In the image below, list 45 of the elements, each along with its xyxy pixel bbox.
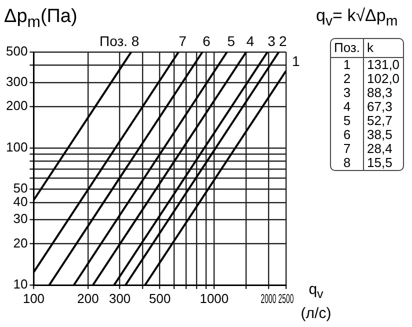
- text: 88,3: [366, 85, 394, 100]
- x-tick-label: 100: [22, 291, 45, 306]
- y-tick-label: 40: [13, 194, 28, 210]
- text: 102,0: [366, 71, 401, 86]
- series-label: 3: [268, 32, 276, 49]
- series-label: 7: [178, 32, 187, 49]
- series-label: 1: [292, 52, 300, 69]
- text: k: [364, 39, 403, 58]
- x-tick-label: 1000: [200, 291, 229, 306]
- text: 4: [331, 99, 364, 114]
- text: 7: [331, 141, 364, 156]
- series-label: Поз. 8: [100, 32, 140, 49]
- text: 15,5: [366, 155, 394, 170]
- text: 3: [331, 85, 364, 100]
- x-axis-title: q$_{v}$ (л/с): [300, 281, 332, 322]
- y-tick-label: 50: [13, 180, 28, 196]
- text: 5: [331, 113, 364, 128]
- series-label: 2: [279, 32, 288, 49]
- series-label: 4: [246, 32, 254, 49]
- y-tick-label: 200: [6, 98, 28, 114]
- text: 67,3: [366, 99, 394, 114]
- x-tick-label: 2000: [260, 293, 276, 307]
- text: 8: [331, 155, 364, 170]
- y-tick-label: 300: [6, 74, 28, 90]
- text: Поз.: [331, 39, 364, 58]
- text: 131,0: [366, 57, 401, 72]
- x-tick-label: 2500: [278, 293, 294, 307]
- y-tick-label: 30: [13, 211, 28, 226]
- text: 6: [331, 127, 364, 142]
- y-tick-label: 100: [6, 139, 28, 154]
- y-tick-label: 500: [6, 44, 28, 59]
- x-tick-label: 300: [108, 291, 131, 306]
- series-label: 6: [202, 32, 211, 49]
- text: 52,7: [366, 113, 394, 128]
- y-axis-title: Δp$_{m}$(Па): [4, 6, 78, 32]
- text: q$_{v}$= k√Δp$_{m}$: [316, 6, 398, 30]
- y-tick-label: 20: [13, 235, 28, 250]
- series-label: 5: [227, 32, 236, 49]
- text: 1: [331, 57, 364, 72]
- x-tick-label: 200: [77, 291, 99, 306]
- x-tick-label: 500: [148, 291, 171, 306]
- text: 28,4: [366, 141, 394, 156]
- text: 2: [331, 71, 364, 86]
- text: 38,5: [366, 127, 394, 142]
- y-tick-label: 10: [13, 276, 28, 292]
